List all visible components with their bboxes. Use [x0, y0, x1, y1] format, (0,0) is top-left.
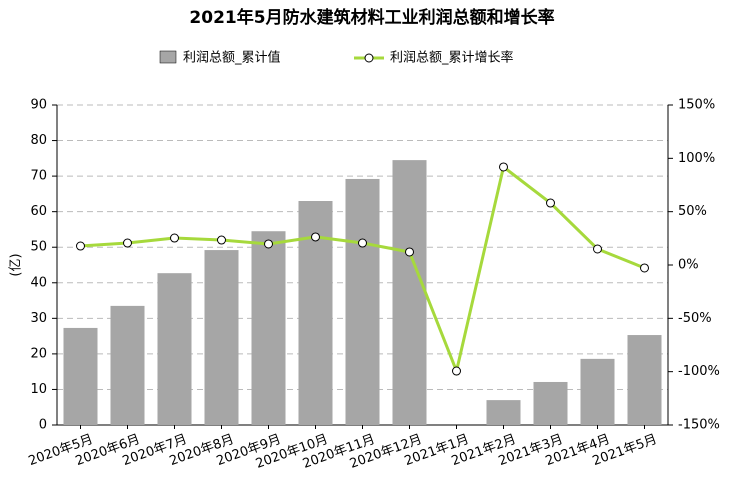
y2-tick-label: 100% [678, 151, 715, 166]
line-point [217, 235, 226, 245]
bar [627, 335, 662, 425]
y2-tick-label: -50% [678, 311, 712, 326]
y-tick-label: 0 [39, 418, 47, 433]
bar [533, 381, 568, 425]
line-point [405, 247, 414, 257]
y-tick-label: 70 [30, 169, 47, 184]
line-point [264, 239, 273, 249]
bar [392, 160, 427, 425]
bar [486, 400, 521, 425]
y-tick-label: 40 [30, 275, 47, 290]
bar [157, 273, 192, 425]
y-axis-label: (亿) [9, 253, 24, 276]
y2-tick-label: -150% [678, 418, 720, 433]
line-point [170, 233, 179, 243]
bar [204, 250, 239, 425]
line-point [452, 366, 461, 376]
y-tick-label: 50 [30, 240, 47, 255]
legend-label: 利润总额_累计增长率 [390, 50, 514, 66]
bar [110, 305, 145, 425]
chart-title: 2021年5月防水建筑材料工业利润总额和增长率 [189, 7, 554, 28]
y-tick-label: 20 [30, 346, 47, 361]
y2-tick-label: 50% [678, 204, 707, 219]
line-point [640, 263, 649, 273]
y-tick-label: 80 [30, 133, 47, 148]
line-point [358, 238, 367, 248]
bar [251, 231, 286, 425]
line-point [311, 232, 320, 242]
line-point [499, 162, 508, 172]
bar [63, 327, 98, 425]
y-tick-label: 60 [30, 204, 47, 219]
bar [580, 358, 615, 425]
y-tick-label: 90 [30, 98, 47, 113]
y2-tick-label: -100% [678, 364, 720, 379]
legend-label: 利润总额_累计值 [183, 50, 281, 66]
bar [345, 178, 380, 425]
y2-tick-label: 150% [678, 98, 715, 113]
legend-marker [364, 53, 374, 63]
line-point [123, 238, 132, 248]
line-point [546, 198, 555, 208]
y-tick-label: 30 [30, 311, 47, 326]
line-point [593, 244, 602, 254]
y-tick-label: 10 [30, 382, 47, 397]
y2-tick-label: 0% [678, 258, 699, 273]
legend-swatch [159, 50, 177, 64]
line-point [76, 241, 85, 251]
